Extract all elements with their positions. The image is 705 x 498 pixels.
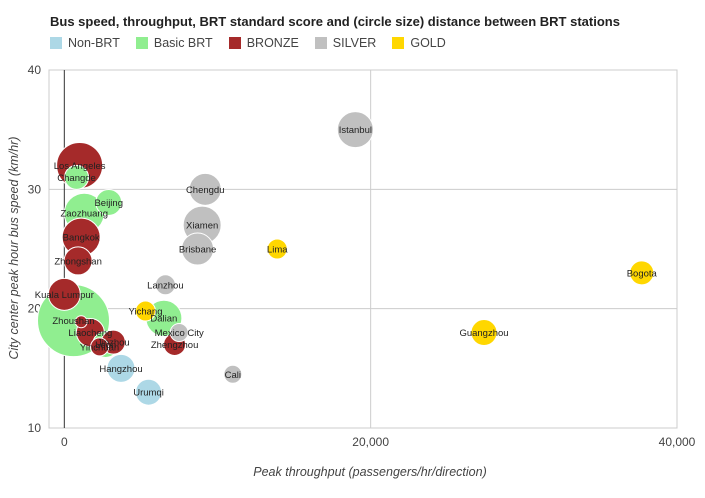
legend-item-silver[interactable]: SILVER: [314, 36, 377, 50]
y-tick-label: 40: [28, 63, 42, 77]
bubble-urumqi[interactable]: [135, 378, 163, 406]
bubble-label-dalian: Dalian: [150, 314, 177, 325]
bubble-label-mexico-city: Mexico City: [155, 328, 204, 339]
bubble-label-zhengzhou: Zhengzhou: [151, 340, 199, 351]
x-tick-label: 40,000: [659, 435, 696, 449]
bubble-istanbul[interactable]: [336, 111, 374, 149]
y-tick-label: 10: [28, 421, 42, 435]
bubble-yinchuan[interactable]: [90, 337, 110, 357]
bubble-zhongshan[interactable]: [63, 246, 93, 276]
bubble-label-brisbane: Brisbane: [179, 245, 217, 256]
bubble-label-beijing: Beijing: [94, 198, 123, 209]
bubble-lima[interactable]: [266, 238, 288, 260]
bubble-hangzhou[interactable]: [106, 353, 136, 383]
legend-item-bronze[interactable]: BRONZE: [228, 36, 299, 50]
x-tick-label: 20,000: [352, 435, 389, 449]
chart-title: Bus speed, throughput, BRT standard scor…: [50, 14, 620, 29]
x-axis-title: Peak throughput (passengers/hr/direction…: [253, 465, 486, 479]
legend: Non-BRT Basic BRT BRONZE SILVER GOLD: [50, 36, 462, 50]
legend-label-basic-brt: Basic BRT: [153, 36, 213, 50]
bubble-label-zhongshan: Zhongshan: [54, 256, 102, 267]
bubble-label-xiamen: Xiamen: [186, 221, 218, 232]
bubble-bogota[interactable]: [629, 260, 655, 286]
bubble-label-istanbul: Istanbul: [339, 125, 372, 136]
bubble-label-lanzhou: Lanzhou: [147, 280, 183, 291]
bubble-lanzhou[interactable]: [154, 274, 176, 296]
bubble-changde[interactable]: [64, 164, 90, 190]
x-tick-label: 0: [61, 435, 68, 449]
bubble-label-lima: Lima: [267, 245, 288, 256]
y-tick-label: 20: [28, 302, 42, 316]
bubble-label-yinchuan: Yinchuan: [80, 342, 119, 353]
bubble-beijing[interactable]: [95, 188, 123, 216]
legend-swatch-silver: [314, 37, 327, 49]
bubble-label-los-angeles: Los Angeles: [54, 161, 106, 172]
bubble-label-cali: Cali: [225, 370, 241, 381]
bubble-label-kuala-lumpur: Kuala Lumpur: [35, 290, 94, 301]
legend-label-gold: GOLD: [410, 36, 446, 50]
legend-item-non-brt[interactable]: Non-BRT: [50, 36, 120, 50]
legend-swatch-bronze: [228, 37, 241, 49]
bubble-label-changde: Changde: [57, 173, 96, 184]
y-tick-label: 30: [28, 182, 42, 196]
legend-label-non-brt: Non-BRT: [68, 36, 120, 50]
legend-label-silver: SILVER: [332, 36, 377, 50]
bubble-mexico-city[interactable]: [169, 323, 189, 343]
bubble-label-leon: Leon: [95, 340, 116, 351]
bubble-label-zhoushan: Zhoushan: [52, 316, 94, 327]
legend-swatch-basic-brt: [135, 37, 148, 49]
bubble-label-yichang: Yichang: [129, 307, 163, 318]
bubble-label-zaozhuang: Zaozhuang: [60, 209, 108, 220]
y-axis-title: City center peak hour bus speed (km/hr): [7, 136, 21, 359]
bubble-label-chengdu: Chengdu: [186, 185, 225, 196]
legend-item-gold[interactable]: GOLD: [392, 36, 446, 50]
axes: 10 20 30 40 0 20,000 40,000: [28, 63, 696, 449]
bubble-kuala-lumpur[interactable]: [47, 277, 81, 311]
bubble-yichang[interactable]: [134, 300, 156, 322]
bubble-label-urumqi: Urumqi: [133, 388, 164, 399]
bubble-label-bangkok: Bangkok: [63, 233, 100, 244]
legend-swatch-non-brt: [50, 37, 62, 49]
bubble-chengdu[interactable]: [188, 172, 222, 206]
bubbles: [37, 111, 655, 406]
bubble-label-hangzhou: Hangzhou: [99, 364, 142, 375]
legend-label-bronze: BRONZE: [246, 36, 299, 50]
bubble-label-guangzhou: Guangzhou: [459, 328, 508, 339]
bubble-label-bogota: Bogota: [627, 268, 658, 279]
bubble-labels: Zhoushan Zaozhuang Dalian Beijing Changde Leo…: [35, 125, 658, 399]
grid-lines: [48, 69, 678, 429]
bubble-label-jinzhou: Jinzhou: [97, 338, 130, 349]
bubble-cali[interactable]: [223, 364, 243, 384]
legend-swatch-gold: [392, 37, 405, 49]
bubble-unlabeled[interactable]: [74, 315, 88, 329]
bubble-guangzhou[interactable]: [470, 319, 498, 347]
bubble-label-liaocheng: Liaocheng: [68, 328, 112, 339]
bubble-brisbane[interactable]: [181, 232, 215, 266]
legend-item-basic-brt[interactable]: Basic BRT: [135, 36, 213, 50]
